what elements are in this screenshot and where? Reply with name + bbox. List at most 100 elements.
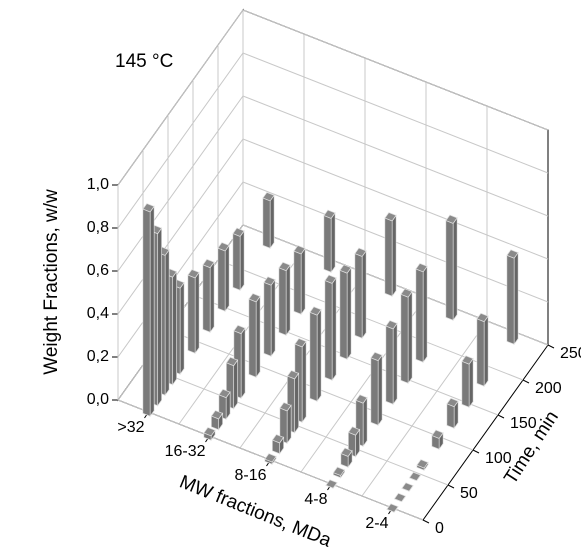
bar-front xyxy=(325,485,334,489)
bar-front xyxy=(323,215,332,273)
bar xyxy=(355,394,368,448)
bar xyxy=(309,306,322,403)
bar-front xyxy=(415,268,424,363)
bar xyxy=(202,258,215,334)
bar-side xyxy=(401,495,406,502)
bar xyxy=(386,503,399,513)
bar-front xyxy=(248,298,257,378)
x-tick-label: 100 xyxy=(485,450,512,467)
bar-side xyxy=(270,278,276,358)
bar xyxy=(217,242,230,313)
bar-front xyxy=(232,233,241,291)
bar-side xyxy=(468,357,474,409)
bar xyxy=(461,355,474,409)
bar-side xyxy=(331,276,337,382)
bar-front xyxy=(401,488,410,492)
bar xyxy=(187,269,200,355)
bar-front xyxy=(262,197,271,249)
bar xyxy=(400,288,413,385)
bar xyxy=(323,209,336,274)
bar-side xyxy=(316,308,322,403)
bar-front xyxy=(476,318,485,387)
bar-side xyxy=(172,270,178,386)
bar-side xyxy=(300,247,306,316)
bar-side xyxy=(330,211,336,274)
bar-side xyxy=(362,396,368,448)
bar-front xyxy=(332,472,342,479)
bar-front xyxy=(279,407,288,444)
bar-front xyxy=(461,360,470,408)
bar-side xyxy=(391,214,397,298)
bar-side xyxy=(240,327,246,400)
bar xyxy=(325,479,338,489)
bar-side xyxy=(301,340,307,424)
bar-front xyxy=(416,464,425,471)
plot: 0,0 0,2 0,4 0,6 0,8 1,0 0 50 100 150 200 250 >32 16-3… xyxy=(87,8,581,537)
bar-front xyxy=(409,477,417,482)
category-label: 16-32 xyxy=(165,443,206,460)
bar-front xyxy=(506,254,515,345)
bar-front xyxy=(142,208,151,417)
x-tick xyxy=(447,484,455,489)
bar xyxy=(446,397,459,430)
y-tick-label: 1,0 xyxy=(87,176,109,193)
bar-front xyxy=(400,293,409,384)
x-tick xyxy=(547,344,555,349)
bar-side xyxy=(157,227,163,407)
bar xyxy=(218,388,231,421)
bar xyxy=(354,247,367,340)
category-label: 8-16 xyxy=(234,467,266,484)
annotation: 145 °C xyxy=(115,51,173,72)
bar-side xyxy=(346,266,352,361)
x-tick-label: 50 xyxy=(460,485,478,502)
bar xyxy=(324,274,337,382)
bar xyxy=(332,466,346,479)
x-tick-label: 250 xyxy=(560,345,581,362)
bar xyxy=(340,447,353,469)
bar xyxy=(476,312,489,388)
y-tick-label: 0,4 xyxy=(87,305,109,322)
bar xyxy=(248,293,261,379)
y-tick-label: 0,2 xyxy=(87,348,109,365)
bar-front xyxy=(386,509,395,513)
bar xyxy=(408,471,422,482)
bar-front xyxy=(263,281,272,357)
bar xyxy=(384,212,397,298)
bar xyxy=(385,320,398,406)
bar xyxy=(262,192,275,250)
bar xyxy=(271,434,285,455)
bar-front xyxy=(431,435,440,450)
category-label: 2-4 xyxy=(365,515,388,532)
y-axis-title: Weight Fractions, w/w xyxy=(41,189,62,375)
y-tick-label: 0,6 xyxy=(87,262,109,279)
bar xyxy=(415,263,428,364)
bar-front xyxy=(264,458,273,465)
bar xyxy=(339,264,352,361)
bar-side xyxy=(393,506,399,513)
bar-side xyxy=(294,372,300,434)
bar-side xyxy=(149,205,155,418)
bar-side xyxy=(164,248,170,397)
bar xyxy=(263,276,276,358)
y-tick-label: 0,8 xyxy=(87,219,109,236)
bar-side xyxy=(286,404,292,445)
bar-side xyxy=(377,354,383,427)
bar xyxy=(278,261,291,337)
bar-side xyxy=(255,295,261,379)
bar-front xyxy=(385,325,394,405)
bar xyxy=(232,227,245,292)
category-label: 4-8 xyxy=(304,491,327,508)
bar-front xyxy=(324,280,333,381)
bar xyxy=(393,492,407,503)
bar-front xyxy=(203,432,212,441)
bar-front xyxy=(187,274,196,354)
bar xyxy=(210,410,224,431)
bar-side xyxy=(392,322,398,406)
bar-front xyxy=(271,439,281,455)
bar-side xyxy=(422,265,428,364)
bar-side xyxy=(407,290,413,385)
x-tick-label: 0 xyxy=(435,520,444,537)
bar xyxy=(279,402,292,445)
bar-front xyxy=(309,311,318,402)
bar xyxy=(401,482,414,492)
